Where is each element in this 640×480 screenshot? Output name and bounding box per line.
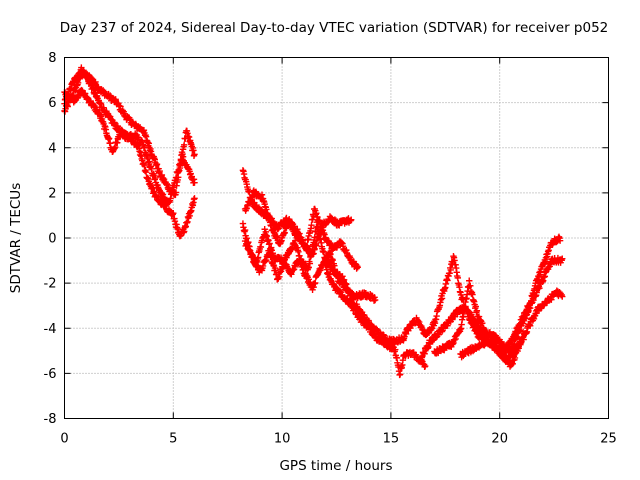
chart-title: Day 237 of 2024, Sidereal Day-to-day VTE… bbox=[60, 20, 609, 36]
data-point bbox=[241, 226, 249, 234]
data-point bbox=[516, 327, 524, 334]
data-point bbox=[308, 221, 315, 229]
data-point bbox=[559, 293, 566, 300]
data-point bbox=[559, 255, 566, 262]
data-point bbox=[421, 350, 428, 358]
data-point bbox=[343, 281, 350, 288]
data-point bbox=[146, 158, 153, 165]
data-point bbox=[320, 248, 328, 256]
grid-layer bbox=[64, 57, 609, 419]
data-point bbox=[392, 346, 399, 353]
data-point bbox=[308, 248, 316, 256]
data-point bbox=[469, 291, 476, 298]
plot-frame bbox=[64, 57, 609, 419]
series-l bbox=[457, 328, 527, 370]
data-point bbox=[266, 240, 273, 247]
data-point bbox=[141, 143, 148, 151]
data-point bbox=[306, 260, 314, 267]
series-c bbox=[61, 86, 198, 240]
data-point bbox=[170, 210, 177, 217]
data-point bbox=[371, 296, 379, 304]
data-point bbox=[421, 362, 429, 370]
x-tick-labels: 0 5 10 15 20 25 bbox=[60, 432, 616, 447]
data-point bbox=[522, 315, 529, 322]
x-tick-label: 5 bbox=[169, 432, 177, 447]
data-point bbox=[191, 195, 198, 202]
data-point bbox=[347, 216, 355, 223]
data-point bbox=[149, 184, 156, 191]
x-tick-label: 0 bbox=[60, 432, 68, 447]
y-tick-label: -4 bbox=[44, 322, 57, 337]
data-point bbox=[173, 174, 180, 181]
x-axis-label: GPS time / hours bbox=[279, 458, 392, 474]
data-point bbox=[493, 340, 500, 347]
data-point bbox=[519, 328, 527, 336]
series-e bbox=[241, 187, 361, 272]
data-point bbox=[281, 229, 289, 237]
y-tick-label: -2 bbox=[44, 277, 57, 292]
data-point bbox=[326, 271, 333, 278]
data-point bbox=[447, 266, 454, 274]
data-point bbox=[473, 307, 481, 314]
data-point bbox=[191, 179, 198, 186]
y-tick-labels: -8 -6 -4 -2 0 2 4 6 8 bbox=[44, 51, 57, 427]
x-tick-label: 10 bbox=[274, 432, 291, 447]
data-point bbox=[172, 189, 180, 196]
data-point bbox=[461, 305, 469, 313]
data-point bbox=[312, 279, 319, 287]
y-tick-label: 4 bbox=[48, 141, 56, 156]
data-point bbox=[467, 282, 474, 290]
y-tick-label: 2 bbox=[48, 186, 56, 201]
y-tick-label: -6 bbox=[44, 367, 57, 382]
y-tick-label: 6 bbox=[48, 96, 56, 111]
data-point bbox=[556, 237, 564, 244]
data-point bbox=[354, 264, 361, 271]
data-point bbox=[311, 234, 318, 241]
data-point bbox=[519, 334, 526, 341]
data-point bbox=[305, 264, 312, 271]
y-tick-label: -8 bbox=[44, 412, 57, 427]
data-point bbox=[472, 303, 479, 310]
data-point bbox=[303, 242, 311, 249]
y-tick-label: 0 bbox=[48, 232, 56, 247]
data-points-layer bbox=[61, 64, 566, 379]
x-tick-label: 15 bbox=[383, 432, 400, 447]
data-point bbox=[454, 274, 462, 282]
data-point bbox=[396, 371, 404, 378]
x-tick-label: 25 bbox=[600, 432, 617, 447]
data-point bbox=[191, 151, 198, 158]
data-point bbox=[180, 141, 188, 149]
x-tick-label: 20 bbox=[491, 432, 508, 447]
y-axis-label: SDTVAR / TECUs bbox=[8, 183, 24, 293]
y-tick-label: 8 bbox=[48, 51, 56, 66]
